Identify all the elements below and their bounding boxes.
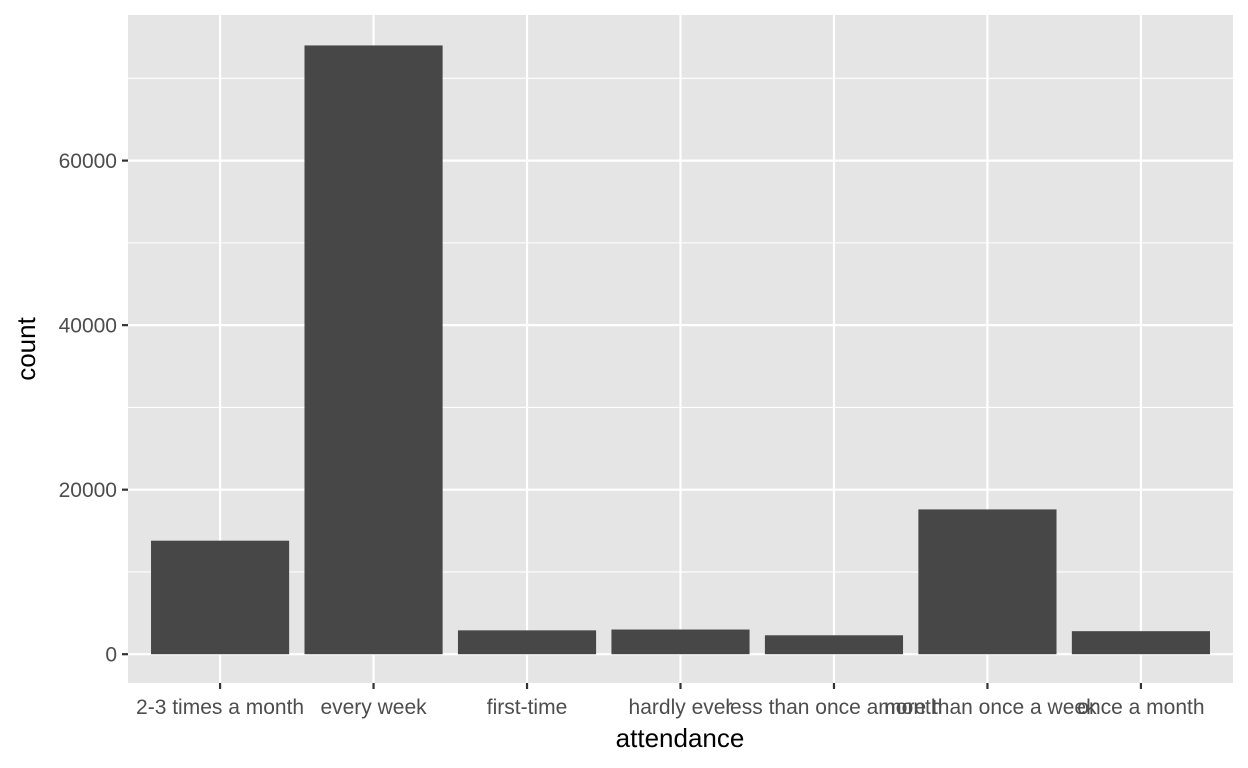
x-tick-label: once a month: [1077, 696, 1204, 719]
y-tick-label: 60000: [59, 150, 117, 173]
bar: [611, 629, 750, 655]
y-axis: 0 20000 40000 60000: [59, 150, 128, 667]
x-tick-label: less than once a month: [725, 696, 942, 719]
x-tick-label: first-time: [487, 696, 568, 719]
bar: [918, 509, 1057, 655]
bar: [151, 540, 290, 655]
x-tick-label: hardly ever: [629, 696, 733, 719]
x-tick-label: 2-3 times a month: [136, 696, 304, 719]
y-axis-title: count: [11, 316, 41, 380]
x-axis: 2-3 times a month every week first-time har…: [136, 683, 1205, 719]
x-tick-label: every week: [320, 696, 427, 719]
bar: [1071, 631, 1210, 655]
bar: [457, 630, 597, 655]
y-tick-label: 0: [105, 644, 117, 667]
bar: [764, 635, 904, 655]
y-tick-label: 20000: [59, 479, 117, 502]
x-tick-label: more than once a week: [878, 696, 1097, 719]
y-tick-label: 40000: [59, 315, 117, 338]
bar: [304, 45, 443, 655]
x-axis-title: attendance: [616, 723, 745, 753]
bars: [151, 45, 1210, 655]
